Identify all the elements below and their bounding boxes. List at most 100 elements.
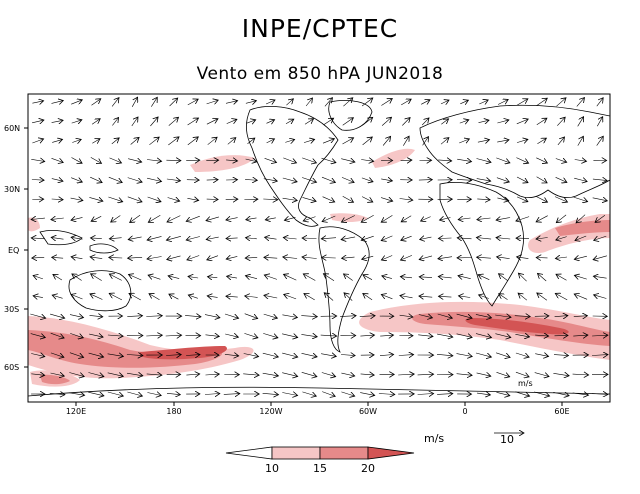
wind-arrow-icon [301,334,317,336]
wind-arrow-icon [401,255,413,260]
wind-arrow-icon [146,374,162,375]
wind-arrow-icon [554,196,568,203]
wind-arrow-icon [107,354,124,357]
wind-arrow-icon [146,160,162,162]
wind-arrow-icon [223,394,240,395]
wind-arrow-icon [477,218,491,220]
wind-arrow-icon [91,99,101,106]
wind-arrow-icon [168,137,179,146]
wind-arrow-icon [401,236,412,240]
coast-greenland [328,100,373,131]
longitude-axis: 120E 180 120W 60W 0 60E [66,402,570,416]
wind-arrow-icon [51,120,64,122]
wind-arrow-icon [592,335,608,336]
wind-arrow-icon [477,140,490,143]
wind-arrow-icon [456,354,473,357]
wind-arrow-icon [439,296,452,297]
wind-arrow-icon [282,315,297,318]
wind-arrow-icon [131,117,138,127]
wind-arrow-icon [400,277,413,278]
wind-arrow-icon [111,98,119,107]
wind-arrow-icon [147,236,162,240]
wind-arrow-icon [109,274,122,281]
wind-arrow-icon [206,100,219,104]
wind-arrow-icon [575,235,587,241]
wind-arrow-icon [302,257,317,259]
wind-arrow-icon [576,98,585,107]
wind-arrow-icon [109,157,122,163]
wind-arrow-icon [149,137,159,146]
wind-arrow-icon [342,138,354,145]
wind-arrow-icon [595,214,606,222]
wind-arrow-icon [147,178,161,181]
wind-arrow-icon [400,160,412,161]
wind-arrow-icon [576,214,586,223]
wind-arrow-icon [167,215,181,222]
wind-arrow-icon [534,391,549,396]
wind-arrow-icon [495,334,510,338]
wind-arrow-icon [262,393,279,394]
wind-arrow-icon [69,372,84,377]
wind-arrow-icon [265,218,276,220]
wind-arrow-icon [224,354,239,356]
wind-arrow-icon [224,313,239,318]
wind-arrow-icon [304,294,315,301]
wind-arrow-icon [89,315,103,316]
wind-arrow-icon [456,313,473,318]
wind-arrow-icon [556,274,567,281]
wind-arrow-icon [204,394,220,395]
wind-arrow-icon [418,180,432,181]
wind-arrow-icon [361,215,374,222]
wind-arrow-icon [536,176,548,183]
wind-arrow-icon [107,391,124,396]
wind-arrow-icon [422,137,429,146]
wind-arrow-icon [146,316,162,317]
wind-arrow-icon [401,99,411,106]
wind-arrow-icon [457,159,471,161]
wind-arrow-icon [32,101,43,103]
wind-arrow-icon [129,293,141,301]
wind-arrow-icon [340,355,355,356]
wind-arrow-icon [302,197,317,201]
reference-vector: 10 [494,433,524,446]
wind-arrow-icon [361,98,373,107]
wind-arrow-icon [90,157,102,163]
wind-arrow-icon [247,138,255,144]
wind-arrow-icon [225,101,238,104]
wind-arrow-icon [52,295,63,298]
coast-antarctica [28,386,610,397]
wind-arrow-icon [538,273,547,282]
wind-arrow-icon [361,178,373,182]
wind-arrow-icon [206,119,218,125]
wind-arrow-icon [537,293,548,301]
wind-arrow-icon [148,275,161,280]
wind-arrow-icon [591,355,608,356]
wind-arrow-icon [440,218,451,221]
wind-arrow-icon [496,238,511,239]
shade-region [372,148,415,168]
wind-arrow-icon [168,276,180,279]
wind-arrow-icon [460,100,468,104]
wind-arrow-icon [225,199,238,200]
wind-arrow-icon [149,294,160,301]
wind-arrow-icon [88,392,104,396]
wind-arrow-icon [127,177,142,183]
wind-arrow-icon [574,178,587,181]
wind-arrow-icon [496,177,509,182]
wind-arrow-icon [89,334,103,337]
wind-arrow-icon [341,237,356,240]
wind-arrow-icon [496,157,510,163]
wind-arrow-icon [380,335,393,336]
wind-arrow-icon [497,257,510,259]
wind-arrow-icon [148,214,161,222]
wind-arrow-icon [71,157,83,164]
coast-north-america [246,106,339,227]
wind-arrow-icon [282,334,298,338]
wind-arrow-icon [33,296,43,298]
wind-arrow-icon [167,198,180,202]
wind-arrow-icon [206,217,219,221]
wind-arrow-icon [31,180,44,181]
lon-tick-label: 60E [554,407,569,416]
wind-arrow-icon [205,335,220,337]
wind-arrow-icon [555,177,567,182]
